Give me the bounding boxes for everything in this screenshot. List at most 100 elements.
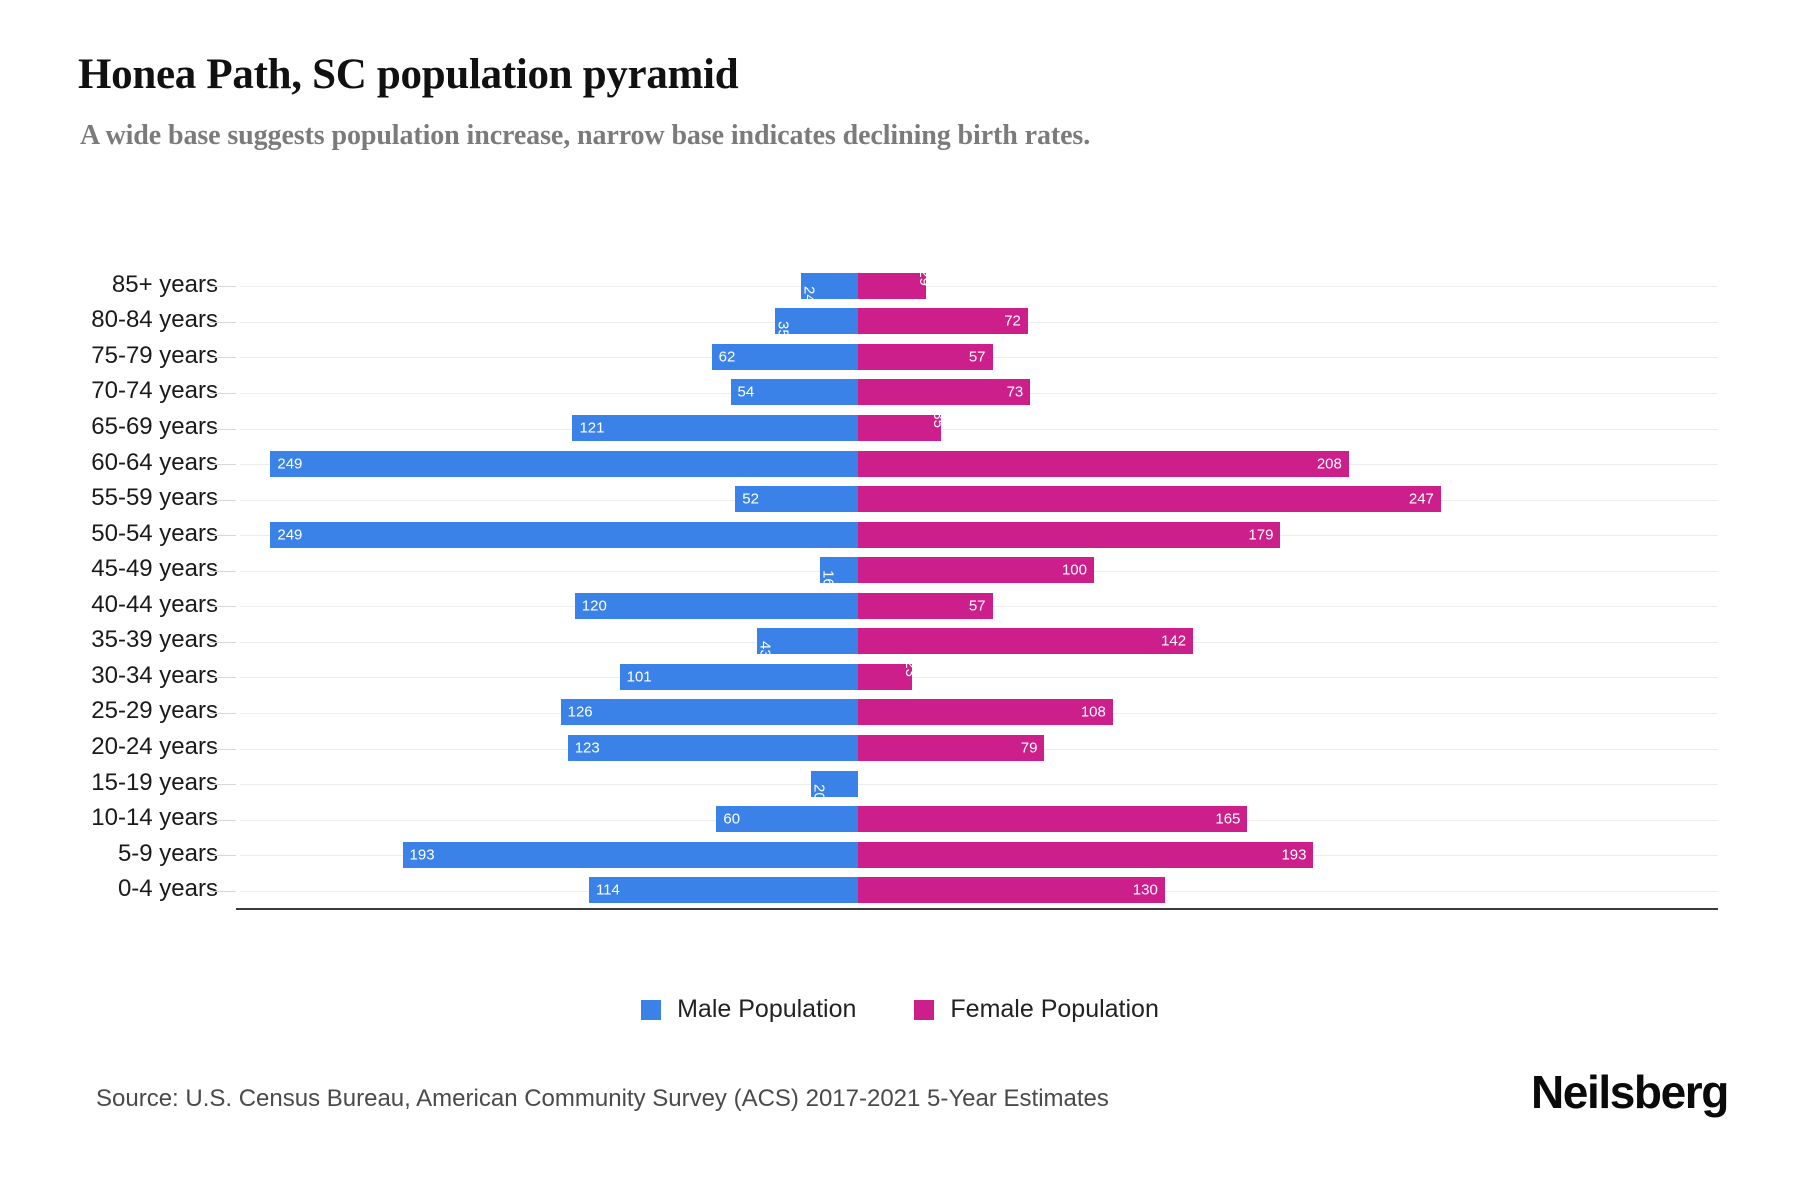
- bar-female-75-79-years[interactable]: 57: [858, 343, 993, 370]
- bar-female-40-44-years[interactable]: 57: [858, 592, 993, 619]
- bar-male-50-54-years[interactable]: 249: [270, 521, 858, 548]
- y-axis-tick: [210, 286, 236, 288]
- y-axis-tick: [210, 570, 236, 572]
- bar-female-20-24-years[interactable]: 79: [858, 735, 1045, 761]
- bar-male-5-9-years[interactable]: 193: [402, 841, 858, 868]
- bar-male-0-4-years[interactable]: 114: [588, 877, 858, 904]
- legend-item-female[interactable]: Female Population: [914, 995, 1159, 1024]
- legend-label-male: Male Population: [677, 995, 857, 1023]
- bar-value-label: 100: [1061, 561, 1087, 579]
- bar-value-label: 43: [756, 641, 774, 659]
- bar-female-30-34-years[interactable]: 23: [858, 660, 919, 690]
- bar-female-50-54-years[interactable]: 179: [858, 521, 1281, 548]
- y-axis-label-85+-years: 85+ years: [111, 270, 218, 298]
- bar-value-label: 60: [723, 810, 741, 828]
- y-axis-tick: [210, 535, 236, 537]
- y-axis-label-40-44-years: 40-44 years: [91, 590, 218, 618]
- chart-plot-area: 85+ years 24 29 80-84 years 35 72 75-79 years 6…: [91, 268, 1718, 910]
- y-axis-label-50-54-years: 50-54 years: [91, 519, 218, 547]
- y-axis-tick: [210, 712, 236, 714]
- bar-value-label: 54: [737, 383, 755, 401]
- bar-male-35-39-years[interactable]: 43: [756, 628, 858, 658]
- bar-male-10-14-years[interactable]: 60: [716, 806, 858, 833]
- y-axis-tick: [210, 499, 236, 501]
- bar-female-80-84-years[interactable]: 72: [858, 308, 1028, 335]
- bar-value-label: 20: [810, 783, 828, 801]
- bar-value-label: 121: [579, 419, 605, 437]
- brand-logo: Neilsberg: [1530, 1066, 1729, 1118]
- bar-value-label: 72: [1004, 312, 1021, 330]
- y-axis-label-45-49-years: 45-49 years: [91, 555, 218, 583]
- y-axis-tick: [210, 464, 236, 466]
- bar-male-30-34-years[interactable]: 101: [619, 663, 858, 690]
- y-axis-tick: [210, 748, 236, 750]
- bar-value-label: 79: [1020, 739, 1038, 757]
- grid-line: [240, 784, 1718, 786]
- bar-value-label: 123: [574, 739, 600, 757]
- y-axis-tick: [210, 357, 236, 359]
- bar-value-label: 57: [968, 597, 986, 615]
- y-axis-label-5-9-years: 5-9 years: [117, 839, 218, 867]
- bar-male-45-49-years[interactable]: 16: [820, 557, 858, 587]
- bar-female-60-64-years[interactable]: 208: [858, 450, 1349, 477]
- bar-value-label: 247: [1408, 490, 1434, 508]
- y-axis-label-55-59-years: 55-59 years: [91, 484, 218, 512]
- y-axis-tick: [210, 784, 236, 786]
- bar-value-label: 126: [567, 703, 593, 721]
- legend-label-female: Female Population: [950, 995, 1159, 1023]
- bar-male-70-74-years[interactable]: 54: [730, 379, 858, 406]
- y-axis-tick: [210, 392, 236, 394]
- bar-male-25-29-years[interactable]: 126: [560, 699, 858, 726]
- bar-value-label: 101: [626, 668, 652, 686]
- bar-male-85+-years[interactable]: 24: [801, 272, 858, 302]
- grid-line: [240, 286, 1718, 288]
- bar-female-70-74-years[interactable]: 73: [858, 379, 1031, 406]
- page-title: Honea Path, SC population pyramid: [78, 51, 739, 98]
- bar-value-label: 62: [718, 348, 736, 366]
- legend-swatch-female-icon: [914, 999, 935, 1020]
- bar-value-label: 52: [742, 490, 759, 508]
- legend-swatch-male-icon: [641, 999, 662, 1020]
- bar-value-label: 165: [1215, 810, 1241, 828]
- bar-value-label: 23: [901, 660, 919, 677]
- bar-male-80-84-years[interactable]: 35: [775, 308, 858, 338]
- y-axis-label-30-34-years: 30-34 years: [91, 661, 218, 689]
- bar-female-55-59-years[interactable]: 247: [858, 486, 1441, 513]
- bar-female-0-4-years[interactable]: 130: [858, 877, 1165, 904]
- bar-value-label: 179: [1248, 526, 1274, 544]
- y-axis-tick: [210, 321, 236, 323]
- bar-value-label: 35: [774, 321, 792, 339]
- bar-value-label: 142: [1161, 632, 1187, 650]
- legend-item-male[interactable]: Male Population: [641, 995, 856, 1024]
- y-axis-label-60-64-years: 60-64 years: [91, 448, 218, 476]
- y-axis-label-25-29-years: 25-29 years: [91, 697, 218, 725]
- bar-value-label: 35: [930, 411, 948, 428]
- bar-male-60-64-years[interactable]: 249: [270, 450, 858, 477]
- y-axis-label-15-19-years: 15-19 years: [91, 768, 218, 796]
- bar-value-label: 130: [1132, 881, 1158, 899]
- bar-value-label: 114: [595, 881, 620, 899]
- y-axis-tick: [210, 677, 236, 679]
- bar-male-65-69-years[interactable]: 121: [572, 415, 858, 441]
- bar-male-75-79-years[interactable]: 62: [711, 343, 858, 370]
- bar-male-20-24-years[interactable]: 123: [567, 735, 858, 761]
- bar-male-55-59-years[interactable]: 52: [735, 486, 858, 513]
- y-axis-label-10-14-years: 10-14 years: [91, 804, 218, 832]
- bar-female-65-69-years[interactable]: 35: [858, 411, 947, 441]
- bar-male-15-19-years[interactable]: 20: [810, 770, 858, 800]
- y-axis-label-80-84-years: 80-84 years: [91, 306, 218, 334]
- bar-male-40-44-years[interactable]: 120: [574, 592, 858, 619]
- bar-value-label: 249: [277, 526, 303, 544]
- bar-female-45-49-years[interactable]: 100: [858, 557, 1094, 584]
- bar-female-25-29-years[interactable]: 108: [858, 699, 1113, 726]
- bar-female-35-39-years[interactable]: 142: [858, 628, 1194, 655]
- source-note: Source: U.S. Census Bureau, American Com…: [96, 1085, 1109, 1112]
- bar-value-label: 120: [581, 597, 607, 615]
- bar-female-5-9-years[interactable]: 193: [858, 841, 1314, 868]
- bar-female-10-14-years[interactable]: 165: [858, 806, 1248, 833]
- y-axis-tick: [210, 855, 236, 857]
- bar-female-85+-years[interactable]: 29: [858, 269, 933, 299]
- y-axis-label-75-79-years: 75-79 years: [91, 341, 218, 369]
- bar-value-label: 29: [915, 269, 933, 286]
